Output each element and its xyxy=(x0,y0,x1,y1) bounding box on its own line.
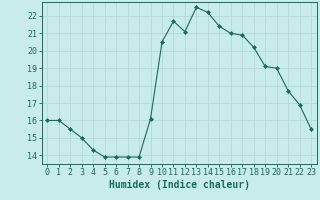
X-axis label: Humidex (Indice chaleur): Humidex (Indice chaleur) xyxy=(109,180,250,190)
